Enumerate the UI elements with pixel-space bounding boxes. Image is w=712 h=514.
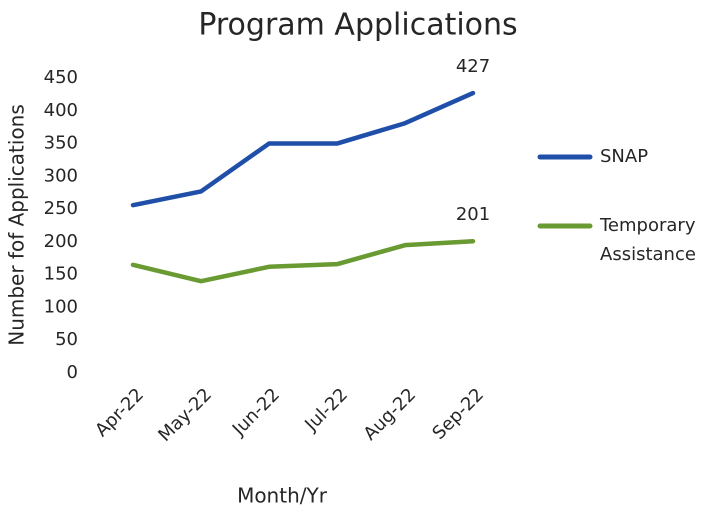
y-axis-label: Number fof Applications — [5, 104, 29, 346]
y-tick-label: 300 — [44, 165, 78, 186]
x-tick-label: May-22 — [154, 384, 216, 446]
series-line — [130, 238, 476, 284]
chart-title: Program Applications — [198, 8, 517, 43]
x-tick-label: Apr-22 — [91, 384, 148, 441]
y-tick-label: 0 — [67, 362, 78, 383]
x-tick-label: Jun-22 — [228, 384, 284, 440]
y-tick-label: 400 — [44, 100, 78, 121]
x-tick-label: Sep-22 — [428, 384, 488, 444]
data-label: 427 — [456, 56, 490, 77]
legend-label: SNAP — [600, 146, 649, 167]
y-tick-label: 250 — [44, 198, 78, 219]
x-tick-label: Aug-22 — [360, 384, 420, 444]
data-label: 201 — [456, 204, 490, 225]
y-tick-label: 50 — [55, 329, 78, 350]
x-tick-label: Jul-22 — [300, 384, 352, 436]
y-tick-label: 100 — [44, 296, 78, 317]
legend-label: Temporary Assistance — [600, 215, 696, 265]
series-line — [130, 90, 476, 208]
x-axis-label: Month/Yr — [237, 484, 328, 508]
y-tick-label: 200 — [44, 231, 78, 252]
y-tick-label: 350 — [44, 133, 78, 154]
y-tick-label: 150 — [44, 264, 78, 285]
y-tick-label: 450 — [44, 67, 78, 88]
